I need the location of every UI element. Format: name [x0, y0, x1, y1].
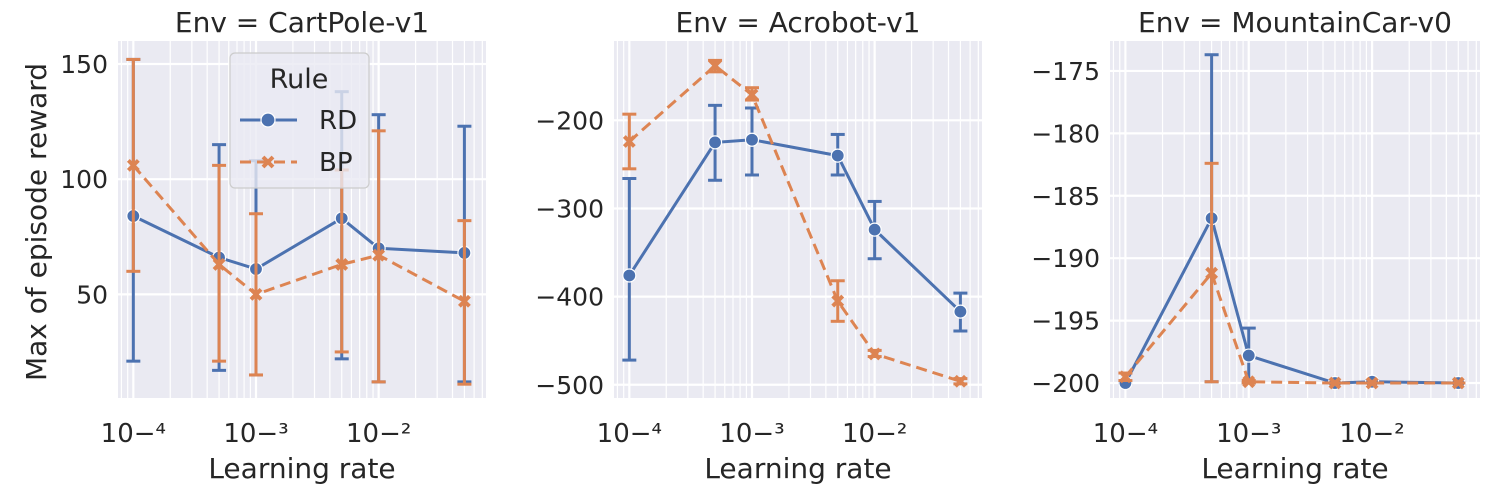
panel-title: Env = Acrobot-v1: [676, 6, 921, 39]
plot-area: [1110, 41, 1480, 398]
series-BP: [126, 57, 472, 386]
x-tick-label: 10−²: [842, 419, 907, 449]
y-tick-label: 100: [60, 165, 108, 194]
data-point: [831, 294, 845, 308]
data-point: [1328, 376, 1342, 390]
panel-title: Env = MountainCar-v0: [1138, 6, 1452, 39]
data-point: [830, 148, 845, 163]
series-RD: [622, 103, 968, 362]
x-tick-label: 10−⁴: [101, 419, 166, 449]
y-tick-label: −175: [1031, 57, 1100, 86]
x-tick-label: 10−³: [1216, 419, 1281, 449]
data-point: [212, 257, 226, 271]
y-tick-label: 150: [60, 50, 108, 79]
data-point: [953, 374, 967, 388]
legend-label: BP: [319, 148, 353, 178]
y-tick-label: −400: [535, 283, 604, 312]
panel-1: 10−⁴ 10−³ 10−² 50 100 150 Env = CartPole-v1 Lea…: [60, 6, 486, 485]
x-tick-label: 10−²: [346, 419, 411, 449]
y-tick-label: −185: [1031, 182, 1100, 211]
data-point: [953, 304, 968, 319]
series-line: [628, 138, 962, 313]
data-point: [372, 248, 386, 262]
data-point: [249, 287, 263, 301]
shared-y-axis-label: Max of episode reward: [20, 63, 53, 381]
y-tick-label: −200: [535, 106, 604, 135]
data-point: [335, 257, 349, 271]
data-point: [867, 222, 882, 237]
series-line: [1124, 270, 1459, 385]
panels: 10−⁴ 10−³ 10−² 50 100 150 Env = CartPole-v1 Lea…: [60, 6, 1480, 485]
data-point: [126, 158, 140, 172]
x-tick-label: 10−⁴: [1093, 419, 1158, 449]
y-tick-label: −200: [1031, 369, 1100, 398]
series-line: [132, 214, 465, 271]
legend: Rule RD BP: [229, 52, 370, 189]
panel-title: Env = CartPole-v1: [175, 6, 429, 39]
y-tick-label: −500: [535, 371, 604, 400]
data-point: [622, 135, 636, 148]
panel-2: 10−⁴ 10−³ 10−² −200 −300 −400 −500 Env = Acrobo…: [535, 6, 982, 485]
data-point: [1205, 266, 1219, 280]
data-point: [457, 294, 471, 308]
legend-label: RD: [319, 106, 357, 136]
panel-3: 10−⁴ 10−³ 10−² −175 −180 −185 −190 −195 −200 Env …: [1031, 6, 1480, 485]
data-point: [707, 135, 723, 150]
data-point: [1451, 376, 1465, 390]
data-point: [1242, 375, 1256, 389]
x-axis-label: Learning rate: [704, 452, 891, 485]
data-point: [745, 88, 759, 102]
series-BP: [622, 58, 968, 388]
y-tick-label: 50: [76, 280, 108, 309]
plot-area: [614, 41, 982, 398]
data-point: [1118, 370, 1132, 384]
series-line: [132, 164, 466, 303]
series-line: [1124, 214, 1459, 385]
y-tick-label: −300: [535, 194, 604, 223]
legend-entry-RD: RD: [240, 106, 357, 136]
grid: [1110, 41, 1480, 398]
data-point: [1241, 348, 1256, 363]
data-point: [868, 347, 882, 361]
data-point: [744, 132, 760, 147]
data-point: [708, 59, 722, 73]
legend-title: Rule: [270, 64, 329, 95]
x-tick-label: 10−⁴: [597, 419, 662, 449]
x-axis-label: Learning rate: [208, 452, 395, 485]
x-axis-label: Learning rate: [1201, 452, 1388, 485]
series-line: [628, 63, 961, 383]
data-point: [1365, 376, 1379, 390]
y-tick-label: −190: [1031, 244, 1100, 273]
series-BP: [1118, 161, 1466, 390]
legend-box: [229, 52, 370, 189]
data-point: [622, 268, 637, 283]
x-tick-label: 10−²: [1339, 419, 1404, 449]
legend-entry-BP: BP: [240, 148, 353, 178]
x-tick-label: 10−³: [719, 419, 784, 449]
x-tick-label: 10−³: [223, 419, 288, 449]
y-tick-label: −180: [1031, 119, 1100, 148]
y-tick-label: −195: [1031, 307, 1100, 336]
